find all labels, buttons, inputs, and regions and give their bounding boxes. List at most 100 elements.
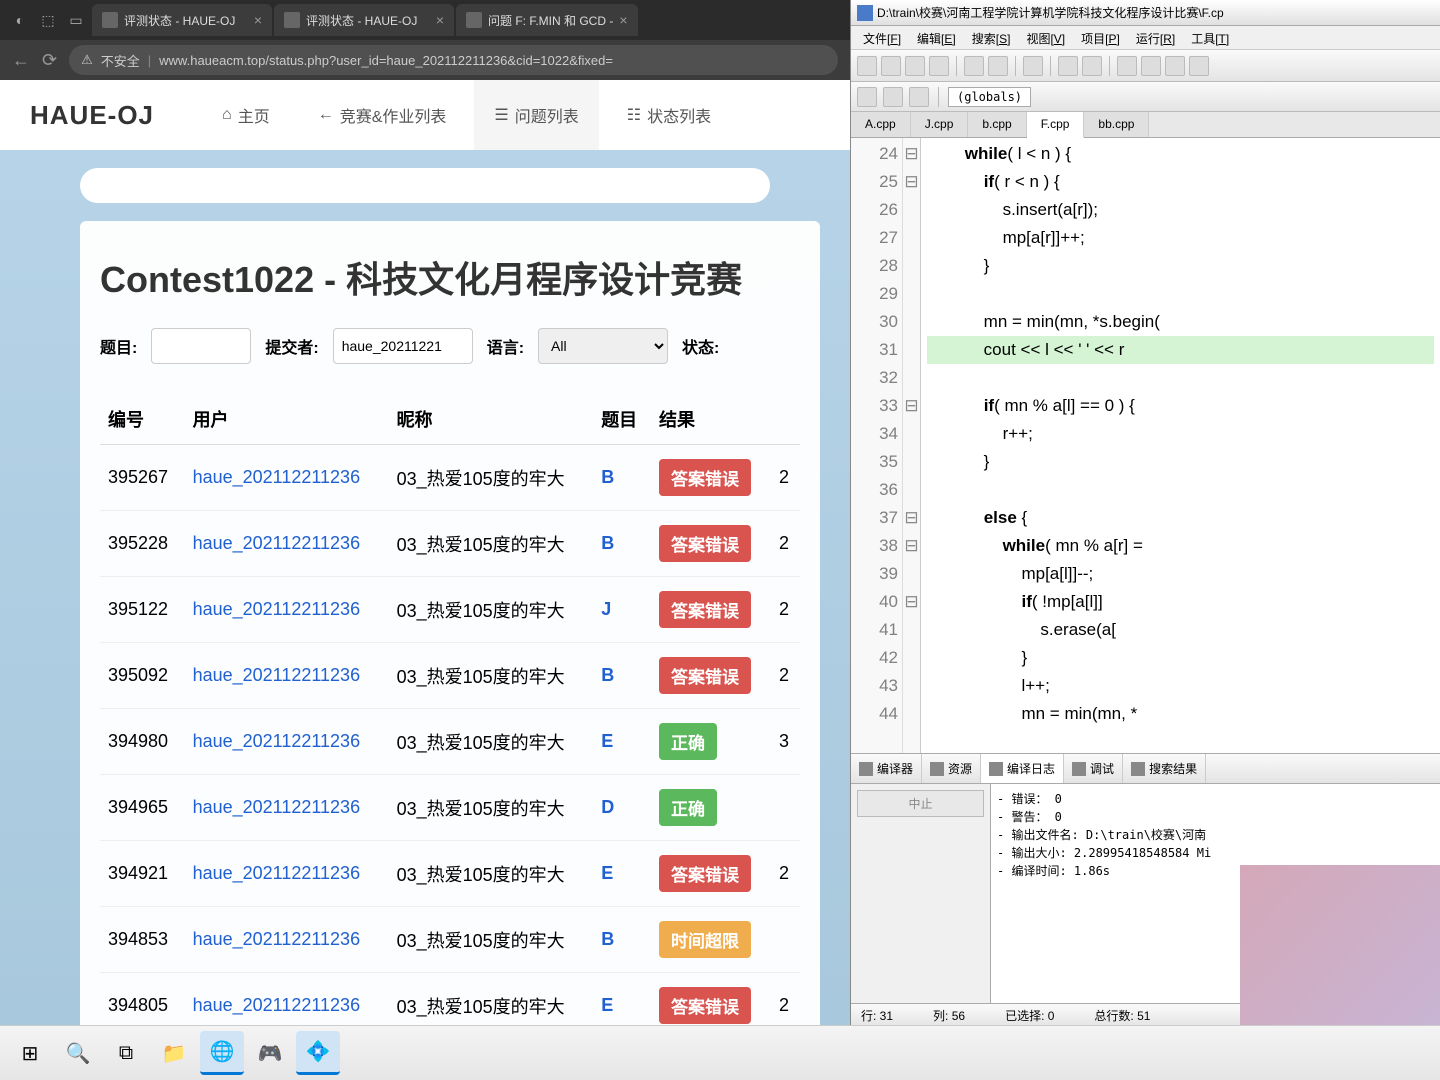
bottom-tab[interactable]: 编译器 bbox=[851, 754, 922, 783]
site-logo[interactable]: HAUE-OJ bbox=[30, 100, 154, 131]
browser-tab[interactable]: 评测状态 - HAUE-OJ× bbox=[92, 4, 272, 36]
problem-link[interactable]: E bbox=[601, 731, 613, 751]
saveall-icon[interactable] bbox=[929, 56, 949, 76]
problem-link[interactable]: J bbox=[601, 599, 611, 619]
search-button[interactable]: 🔍 bbox=[56, 1031, 100, 1075]
editor-tab[interactable]: b.cpp bbox=[968, 112, 1026, 137]
user-link[interactable]: haue_202112211236 bbox=[193, 599, 361, 619]
status-sel: 已选择: 0 bbox=[1005, 1007, 1054, 1024]
browser-tab[interactable]: 评测状态 - HAUE-OJ× bbox=[274, 4, 454, 36]
table-row: 394853haue_20211221123603_热爱105度的牢大B时间超限 bbox=[100, 907, 800, 973]
menu-item[interactable]: 运行[R] bbox=[1128, 26, 1183, 49]
table-row: 395267haue_20211221123603_热爱105度的牢大B答案错误… bbox=[100, 445, 800, 511]
bottom-tab[interactable]: 调试 bbox=[1064, 754, 1123, 783]
code-text[interactable]: while( l < n ) { if( r < n ) { s.insert(… bbox=[921, 138, 1440, 753]
user-link[interactable]: haue_202112211236 bbox=[193, 995, 361, 1015]
cell-id: 395092 bbox=[100, 643, 185, 709]
url-input[interactable]: ⚠ 不安全 | www.haueacm.top/status.php?user_… bbox=[69, 45, 838, 75]
scope-selector[interactable]: (globals) bbox=[948, 87, 1031, 107]
cell-id: 395228 bbox=[100, 511, 185, 577]
explorer-button[interactable]: 📁 bbox=[152, 1031, 196, 1075]
problem-link[interactable]: D bbox=[601, 797, 614, 817]
bottom-tab[interactable]: 搜索结果 bbox=[1123, 754, 1206, 783]
menu-item[interactable]: 编辑[E] bbox=[909, 26, 964, 49]
user-link[interactable]: haue_202112211236 bbox=[193, 863, 361, 883]
user-link[interactable]: haue_202112211236 bbox=[193, 467, 361, 487]
profile-icon[interactable]: ◐ bbox=[8, 8, 32, 32]
taskview-button[interactable]: ⧉ bbox=[104, 1031, 148, 1075]
bottom-tab[interactable]: 资源 bbox=[922, 754, 981, 783]
run-icon[interactable] bbox=[1082, 56, 1102, 76]
goto-icon[interactable] bbox=[857, 87, 877, 107]
menu-item[interactable]: 项目[P] bbox=[1073, 26, 1128, 49]
filter-problem-input[interactable] bbox=[151, 328, 251, 364]
stop-button[interactable]: 中止 bbox=[857, 790, 984, 817]
cell-nick: 03_热爱105度的牢大 bbox=[389, 907, 594, 973]
edge-button[interactable]: 🌐 bbox=[200, 1031, 244, 1075]
new-icon[interactable] bbox=[857, 56, 877, 76]
user-link[interactable]: haue_202112211236 bbox=[193, 929, 361, 949]
problem-link[interactable]: E bbox=[601, 863, 613, 883]
open-icon[interactable] bbox=[881, 56, 901, 76]
ide-titlebar: D:\train\校赛\河南工程学院计算机学院科技文化程序设计比赛\F.cp bbox=[851, 0, 1440, 26]
redo-icon[interactable] bbox=[988, 56, 1008, 76]
menu-item[interactable]: 视图[V] bbox=[1018, 26, 1073, 49]
t3-icon[interactable] bbox=[1189, 56, 1209, 76]
close-icon[interactable]: × bbox=[254, 12, 262, 28]
menu-item[interactable]: 工具[T] bbox=[1183, 26, 1237, 49]
collections-icon[interactable]: ▭ bbox=[64, 8, 88, 32]
problem-link[interactable]: E bbox=[601, 995, 613, 1015]
user-link[interactable]: haue_202112211236 bbox=[193, 665, 361, 685]
table-row: 395228haue_20211221123603_热爱105度的牢大B答案错误… bbox=[100, 511, 800, 577]
problem-link[interactable]: B bbox=[601, 467, 614, 487]
start-button[interactable]: ⊞ bbox=[8, 1031, 52, 1075]
nav-problems[interactable]: ☰问题列表 bbox=[474, 80, 598, 150]
bottom-tab[interactable]: 编译日志 bbox=[981, 754, 1064, 783]
ide-toolbar2: (globals) bbox=[851, 82, 1440, 112]
refresh-button[interactable]: ⟳ bbox=[42, 50, 57, 71]
bookmark-icon[interactable] bbox=[883, 87, 903, 107]
menu-item[interactable]: 文件[F] bbox=[855, 26, 909, 49]
nav-contest[interactable]: ←竞赛&作业列表 bbox=[298, 80, 467, 150]
close-icon[interactable]: × bbox=[619, 12, 627, 28]
undo-icon[interactable] bbox=[964, 56, 984, 76]
app1-button[interactable]: 🎮 bbox=[248, 1031, 292, 1075]
workspaces-icon[interactable]: ⬚ bbox=[36, 8, 60, 32]
back-button[interactable]: ← bbox=[12, 50, 30, 71]
devcpp-button[interactable]: 💠 bbox=[296, 1031, 340, 1075]
cell-extra: 3 bbox=[771, 709, 800, 775]
filter-lang-select[interactable]: All bbox=[538, 328, 668, 364]
editor-tab[interactable]: bb.cpp bbox=[1084, 112, 1149, 137]
t1-icon[interactable] bbox=[1141, 56, 1161, 76]
save-icon[interactable] bbox=[905, 56, 925, 76]
problem-link[interactable]: B bbox=[601, 533, 614, 553]
editor-tab[interactable]: J.cpp bbox=[911, 112, 969, 137]
watch-icon[interactable] bbox=[909, 87, 929, 107]
search-bar[interactable] bbox=[80, 168, 770, 203]
problem-link[interactable]: B bbox=[601, 665, 614, 685]
print-icon[interactable] bbox=[1023, 56, 1043, 76]
content-card: Contest1022 - 科技文化月程序设计竞赛 题目: 提交者: 语言: A… bbox=[80, 221, 820, 1025]
user-link[interactable]: haue_202112211236 bbox=[193, 797, 361, 817]
results-table: 编号 用户 昵称 题目 结果 395267haue_20211221123603… bbox=[100, 394, 800, 1025]
editor-tab[interactable]: A.cpp bbox=[851, 112, 911, 137]
problem-link[interactable]: B bbox=[601, 929, 614, 949]
filter-status-label: 状态: bbox=[682, 334, 719, 358]
result-badge: 正确 bbox=[659, 789, 717, 826]
t2-icon[interactable] bbox=[1165, 56, 1185, 76]
user-link[interactable]: haue_202112211236 bbox=[193, 731, 361, 751]
menu-item[interactable]: 搜索[S] bbox=[964, 26, 1019, 49]
compile-icon[interactable] bbox=[1058, 56, 1078, 76]
code-editor[interactable]: 2425262728293031323334353637383940414243… bbox=[851, 138, 1440, 753]
result-badge: 时间超限 bbox=[659, 921, 751, 958]
editor-tab[interactable]: F.cpp bbox=[1027, 112, 1085, 138]
user-link[interactable]: haue_202112211236 bbox=[193, 533, 361, 553]
close-icon[interactable]: × bbox=[436, 12, 444, 28]
cell-nick: 03_热爱105度的牢大 bbox=[389, 577, 594, 643]
nav-status[interactable]: ☷状态列表 bbox=[607, 80, 731, 150]
filter-submitter-input[interactable] bbox=[333, 328, 473, 364]
debug-icon[interactable] bbox=[1117, 56, 1137, 76]
table-row: 394980haue_20211221123603_热爱105度的牢大E正确3 bbox=[100, 709, 800, 775]
nav-home[interactable]: ⌂主页 bbox=[202, 80, 290, 150]
browser-tab[interactable]: 问题 F: F.MIN 和 GCD -× bbox=[456, 4, 638, 36]
